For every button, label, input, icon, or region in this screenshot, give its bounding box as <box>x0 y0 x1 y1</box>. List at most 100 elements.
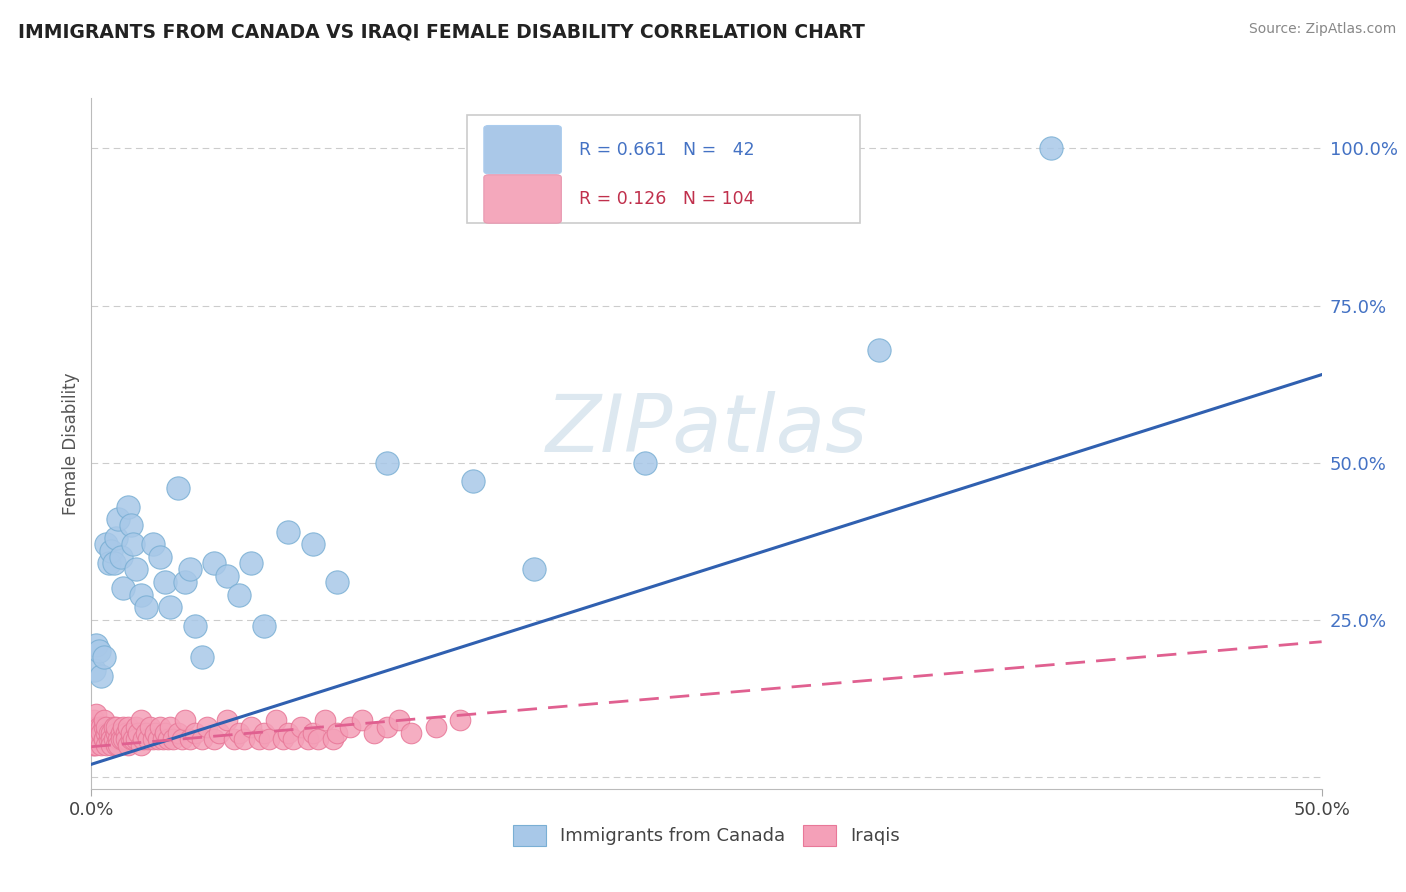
Point <box>136 732 159 747</box>
Point <box>107 512 129 526</box>
Point <box>1039 141 1063 155</box>
Point <box>375 456 398 470</box>
Point <box>120 726 142 740</box>
Point <box>87 644 110 658</box>
Point <box>172 732 194 747</box>
Point <box>96 537 117 551</box>
Point <box>179 732 201 747</box>
Point <box>174 714 197 728</box>
Point <box>87 720 110 734</box>
Point <box>156 732 179 747</box>
Point <box>129 714 152 728</box>
Point <box>363 726 385 740</box>
Point <box>83 663 105 677</box>
Point <box>375 720 398 734</box>
Point <box>191 650 214 665</box>
Point <box>326 575 349 590</box>
Point <box>117 739 139 753</box>
Point <box>195 720 218 734</box>
Point <box>166 726 188 740</box>
Point <box>105 531 127 545</box>
Point <box>149 549 172 564</box>
Point <box>868 343 890 357</box>
Point <box>96 739 117 753</box>
Point <box>399 726 422 740</box>
Point <box>97 732 120 747</box>
Point <box>93 732 115 747</box>
Point <box>90 720 112 734</box>
Point <box>264 714 287 728</box>
Point <box>162 732 184 747</box>
Point <box>232 732 256 747</box>
Point <box>100 543 122 558</box>
Point <box>83 720 105 734</box>
Point <box>222 732 246 747</box>
Point <box>352 714 374 728</box>
Point <box>110 549 132 564</box>
Text: ZIPatlas: ZIPatlas <box>546 391 868 469</box>
Point <box>103 732 125 747</box>
Point <box>228 588 250 602</box>
Point <box>93 650 115 665</box>
Point <box>90 739 112 753</box>
Point <box>183 619 207 633</box>
Point <box>124 720 146 734</box>
Point <box>314 714 336 728</box>
Point <box>110 726 132 740</box>
Point <box>114 726 138 740</box>
Point <box>191 732 214 747</box>
Point <box>112 720 135 734</box>
Point <box>93 720 115 734</box>
Point <box>122 537 145 551</box>
Point <box>240 556 263 570</box>
Point <box>83 739 105 753</box>
Point <box>253 619 276 633</box>
Point <box>112 732 135 747</box>
Point <box>388 714 411 728</box>
Point <box>86 739 108 753</box>
Point <box>174 575 197 590</box>
Point <box>86 732 108 747</box>
Point <box>132 732 155 747</box>
Point <box>139 720 162 734</box>
Point <box>93 732 115 747</box>
Point <box>86 726 108 740</box>
Point <box>110 732 132 747</box>
Point <box>153 575 177 590</box>
Point <box>183 726 207 740</box>
Point <box>135 726 156 740</box>
Text: Source: ZipAtlas.com: Source: ZipAtlas.com <box>1249 22 1396 37</box>
FancyBboxPatch shape <box>484 126 561 174</box>
Point <box>307 732 329 747</box>
Text: R = 0.661   N =   42: R = 0.661 N = 42 <box>579 141 754 159</box>
Point <box>100 732 122 747</box>
Point <box>228 726 250 740</box>
Point <box>247 732 270 747</box>
Point <box>257 732 280 747</box>
Point <box>301 537 323 551</box>
Point <box>120 732 142 747</box>
Point <box>103 720 125 734</box>
FancyBboxPatch shape <box>484 175 561 223</box>
Point <box>301 726 323 740</box>
Point <box>166 481 188 495</box>
Point <box>153 726 177 740</box>
Point <box>117 500 139 514</box>
Point <box>96 726 117 740</box>
Point <box>179 562 201 576</box>
Point <box>461 475 484 489</box>
Point <box>107 732 129 747</box>
Point <box>215 568 238 582</box>
Point <box>425 720 447 734</box>
Point <box>124 562 146 576</box>
Point <box>97 726 120 740</box>
Point <box>107 739 129 753</box>
Point <box>159 600 181 615</box>
Text: IMMIGRANTS FROM CANADA VS IRAQI FEMALE DISABILITY CORRELATION CHART: IMMIGRANTS FROM CANADA VS IRAQI FEMALE D… <box>18 22 865 41</box>
Point <box>129 739 152 753</box>
Point <box>253 726 276 740</box>
Point <box>149 720 172 734</box>
Point <box>142 537 165 551</box>
Point <box>105 739 127 753</box>
Point <box>90 669 112 683</box>
